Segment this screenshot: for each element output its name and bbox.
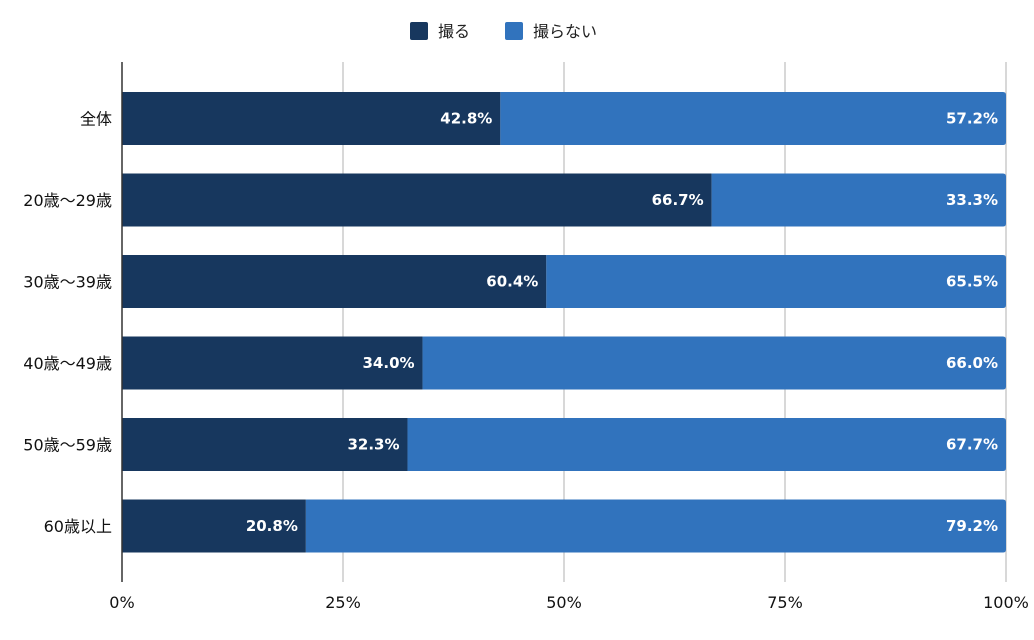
bar-not-shoot bbox=[305, 499, 1006, 553]
axes: 0% 25% 50% 75% 100% bbox=[109, 62, 1029, 612]
data-label-not-shoot: 79.2% bbox=[946, 517, 998, 535]
bar-shoot bbox=[122, 499, 306, 553]
x-tick-label: 25% bbox=[325, 593, 361, 612]
data-label-shoot: 60.4% bbox=[486, 273, 538, 291]
x-tick-label: 100% bbox=[983, 593, 1029, 612]
category-label: 30歳〜39歳 bbox=[23, 273, 112, 292]
bar-not-shoot bbox=[422, 336, 1006, 390]
data-label-not-shoot: 57.2% bbox=[946, 110, 998, 128]
bar-shoot bbox=[122, 255, 547, 308]
x-tick-label: 75% bbox=[767, 593, 803, 612]
data-label-shoot: 32.3% bbox=[347, 436, 399, 454]
bar-not-shoot bbox=[500, 92, 1006, 145]
gridlines bbox=[342, 62, 1007, 582]
x-tick-label: 50% bbox=[546, 593, 582, 612]
legend-swatch-shoot bbox=[410, 22, 428, 40]
x-tick-label: 0% bbox=[109, 593, 134, 612]
category-label: 50歳〜59歳 bbox=[23, 436, 112, 455]
bar-shoot bbox=[122, 418, 408, 471]
data-label-not-shoot: 33.3% bbox=[946, 191, 998, 209]
bar-shoot bbox=[122, 92, 501, 145]
category-label: 60歳以上 bbox=[44, 517, 112, 536]
bars: 全体 42.8% 57.2% 20歳〜29歳 66.7% 33.3% 30歳〜39歳 60.4… bbox=[23, 92, 1007, 553]
category-label: 40歳〜49歳 bbox=[23, 354, 112, 373]
category-label: 全体 bbox=[80, 110, 112, 129]
data-label-not-shoot: 67.7% bbox=[946, 436, 998, 454]
data-label-shoot: 66.7% bbox=[652, 191, 704, 209]
data-label-not-shoot: 65.5% bbox=[946, 273, 998, 291]
bar-not-shoot bbox=[546, 255, 1006, 308]
bar-not-shoot bbox=[407, 418, 1007, 471]
data-label-shoot: 20.8% bbox=[246, 517, 298, 535]
bar-shoot bbox=[122, 336, 423, 390]
bar-shoot bbox=[122, 173, 712, 227]
legend-label-not-shoot: 撮らない bbox=[533, 22, 597, 41]
legend: 撮る 撮らない bbox=[410, 22, 597, 41]
data-label-shoot: 34.0% bbox=[363, 354, 415, 372]
legend-label-shoot: 撮る bbox=[438, 22, 470, 41]
category-label: 20歳〜29歳 bbox=[23, 191, 112, 210]
legend-swatch-not-shoot bbox=[505, 22, 523, 40]
bar-not-shoot bbox=[711, 173, 1006, 227]
data-label-shoot: 42.8% bbox=[440, 110, 492, 128]
data-label-not-shoot: 66.0% bbox=[946, 354, 998, 372]
